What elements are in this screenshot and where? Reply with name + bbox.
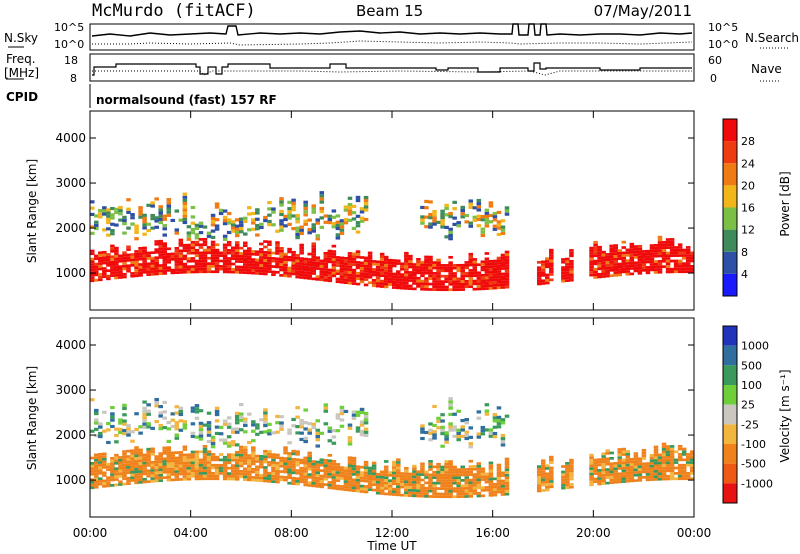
time-tick-label: 16:00	[475, 526, 510, 540]
noise-search-line	[92, 40, 693, 46]
colorbar-segment	[723, 424, 737, 444]
freq-left-tick-top: 18	[64, 54, 78, 67]
colorbar-segment	[723, 326, 737, 346]
velocity-y-ticks: 1000 2000 3000 4000	[55, 338, 694, 487]
time-axis: 00:00 04:00 08:00 12:00 16:00 20:00 00:00	[73, 111, 712, 540]
freq-right-tick-top: 60	[708, 54, 722, 67]
y-tick-label: 2000	[55, 221, 86, 235]
colorbar-tick-label: -25	[741, 418, 759, 431]
freq-label-2: [MHz]	[4, 66, 39, 80]
colorbar-tick-label: 100	[741, 379, 762, 392]
freq-left-tick-bottom: 8	[70, 72, 77, 85]
power-ylabel: Slant Range [km]	[25, 159, 39, 263]
noise-right-label: N.Search	[745, 31, 799, 45]
cpid-label: CPID	[6, 90, 38, 104]
noise-right-tick-bottom: 10^0	[708, 38, 738, 51]
noise-sky-line	[91, 23, 693, 37]
beam-title: Beam 15	[356, 2, 423, 20]
y-tick-label: 2000	[55, 428, 86, 442]
colorbar-tick-label: 20	[741, 179, 755, 192]
colorbar-tick-label: 28	[741, 135, 755, 148]
y-tick-label: 3000	[55, 176, 86, 190]
colorbar-segment	[723, 251, 737, 274]
colorbar-segment	[723, 365, 737, 385]
colorbar-segment	[723, 163, 737, 186]
y-tick-label: 3000	[55, 383, 86, 397]
time-tick-label: 04:00	[173, 526, 208, 540]
power-colorbar: 4 8 12 16 20 24 28	[722, 118, 755, 297]
colorbar-tick-label: 500	[741, 359, 762, 372]
colorbar-tick-label: 25	[741, 399, 755, 412]
colorbar-segment	[723, 185, 737, 208]
colorbar-segment	[723, 273, 737, 296]
time-tick-label: 20:00	[576, 526, 611, 540]
power-panel: Slant Range [km] 1000 2000 3000 4000 4 8 12 16…	[25, 110, 792, 311]
noise-right-tick-top: 10^5	[708, 21, 738, 34]
velocity-panel: Slant Range [km] 1000 2000 3000 4000 1000 50…	[25, 317, 792, 518]
y-tick-label: 4000	[55, 338, 86, 352]
cpid-text: normalsound (fast) 157 RF	[96, 93, 277, 107]
freq-label-1: Freq.	[6, 52, 36, 66]
y-tick-label: 1000	[55, 473, 86, 487]
freq-right-tick-bottom: 0	[710, 72, 717, 85]
colorbar-segment	[723, 463, 737, 484]
colorbar-tick-label: 16	[741, 202, 755, 215]
time-tick-label: 00:00	[677, 526, 712, 540]
velocity-data-cells	[90, 397, 695, 499]
colorbar-tick-label: 24	[741, 157, 755, 170]
colorbar-segment	[723, 404, 737, 425]
colorbar-segment	[723, 385, 737, 405]
colorbar-tick-label: -100	[741, 438, 766, 451]
power-colorbar-label: Power [dB]	[778, 171, 792, 236]
velocity-colorbar-label: Velocity [m s⁻¹]	[778, 369, 792, 462]
power-y-ticks: 1000 2000 3000 4000	[55, 131, 694, 280]
colorbar-segment	[723, 141, 737, 164]
station-title: McMurdo (fitACF)	[92, 1, 256, 21]
colorbar-tick-label: -500	[741, 458, 766, 471]
nave-label: Nave	[751, 62, 782, 76]
colorbar-segment	[723, 444, 737, 464]
nave-line	[92, 70, 692, 76]
colorbar-segment	[723, 119, 737, 142]
velocity-ylabel: Slant Range [km]	[25, 366, 39, 470]
time-axis-label: Time UT	[366, 539, 417, 553]
noise-panel: N.Sky 10^5 10^0 10^5 10^0 N.Search	[4, 21, 799, 51]
time-tick-label: 12:00	[375, 526, 410, 540]
power-data-cells	[90, 191, 695, 292]
date-title: 07/May/2011	[594, 2, 692, 20]
colorbar-tick-label: 8	[741, 246, 748, 259]
noise-left-label: N.Sky	[4, 31, 38, 45]
colorbar-segment	[723, 229, 737, 252]
colorbar-tick-label: -1000	[741, 477, 773, 490]
y-tick-label: 1000	[55, 266, 86, 280]
time-tick-label: 08:00	[274, 526, 309, 540]
colorbar-segment	[723, 483, 737, 503]
colorbar-tick-label: 12	[741, 224, 755, 237]
noise-left-tick-top: 10^5	[54, 21, 84, 34]
colorbar-tick-label: 4	[741, 268, 748, 281]
colorbar-segment	[723, 207, 737, 230]
velocity-colorbar: 1000 500 100 25 -25 -100 -500 -1000	[722, 325, 773, 504]
y-tick-label: 4000	[55, 131, 86, 145]
colorbar-segment	[723, 345, 737, 366]
time-tick-label: 00:00	[73, 526, 108, 540]
colorbar-tick-label: 1000	[741, 340, 769, 353]
noise-left-tick-bottom: 10^0	[54, 38, 84, 51]
cpid-panel: CPID normalsound (fast) 157 RF	[6, 84, 277, 108]
freq-line	[92, 62, 692, 76]
freq-panel: Freq. [MHz] 18 8 60 0 Nave	[4, 52, 782, 85]
